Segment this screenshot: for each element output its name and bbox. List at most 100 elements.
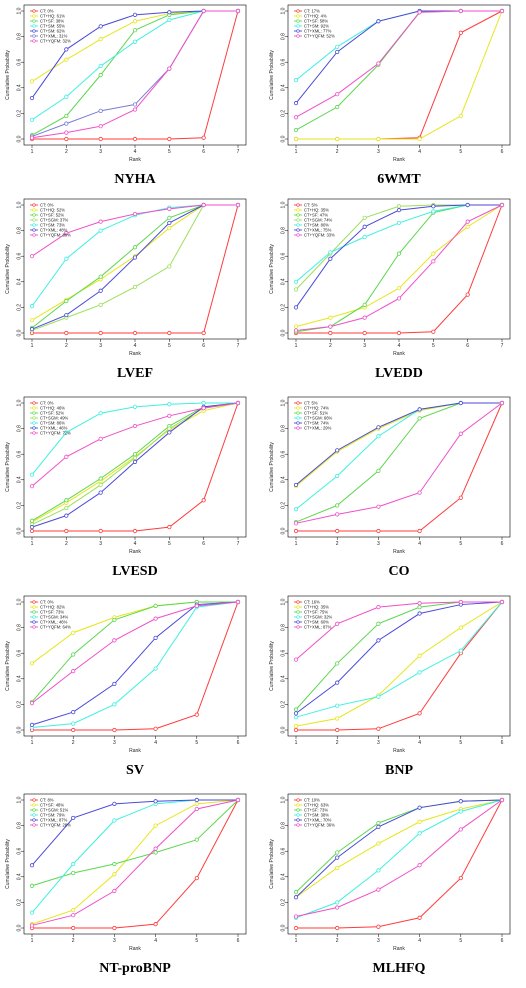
data-point xyxy=(335,473,340,479)
legend-marker xyxy=(32,610,36,614)
data-point xyxy=(335,680,340,685)
legend-marker xyxy=(296,19,300,23)
legend-marker xyxy=(32,24,36,28)
legend-label: CT+SM: 92% xyxy=(304,24,329,29)
data-point xyxy=(328,315,333,320)
data-point xyxy=(376,694,381,699)
data-point xyxy=(465,224,470,229)
x-tick-label: 6 xyxy=(237,938,240,944)
legend-label: CT+XML: 75% xyxy=(304,228,332,233)
data-point xyxy=(132,284,138,290)
data-point xyxy=(29,528,35,534)
legend-label: CT+SF: 47% xyxy=(304,213,328,218)
data-point xyxy=(71,709,76,715)
data-point xyxy=(293,328,299,333)
data-point xyxy=(293,115,299,120)
legend-label: CT+SGM: 32% xyxy=(304,615,333,620)
data-point xyxy=(335,905,340,910)
data-point xyxy=(98,288,103,293)
data-point xyxy=(293,890,299,895)
y-tick-label: 0.0 xyxy=(16,527,22,534)
series-line xyxy=(31,601,239,728)
data-point xyxy=(499,599,505,605)
legend-marker xyxy=(32,401,36,405)
legend-label: CT: 0% xyxy=(40,9,54,14)
legend-label: CT+XML: 29% xyxy=(304,426,332,431)
legend-marker xyxy=(296,411,300,415)
legend-label: CT+HQ: 82% xyxy=(40,605,65,610)
legend-marker xyxy=(296,615,300,619)
x-tick-label: 3 xyxy=(363,343,366,349)
x-axis-label: Rank xyxy=(129,946,141,952)
x-tick-label: 1 xyxy=(295,149,298,155)
legend-marker xyxy=(32,218,36,222)
x-tick-label: 3 xyxy=(377,740,380,746)
data-point xyxy=(167,220,172,226)
data-point xyxy=(396,208,402,213)
series-line xyxy=(31,799,239,887)
y-tick-label: 0.6 xyxy=(16,451,22,458)
legend-marker xyxy=(32,416,36,420)
data-point xyxy=(132,19,138,24)
x-tick-label: 5 xyxy=(459,541,462,547)
data-point xyxy=(71,870,76,876)
y-tick-label: 0.8 xyxy=(280,624,286,631)
data-point xyxy=(465,219,470,224)
legend-label: CT+XML: 46% xyxy=(40,620,68,625)
legend-marker xyxy=(32,411,36,415)
x-tick-label: 5 xyxy=(168,343,171,349)
data-point xyxy=(112,925,117,931)
data-point xyxy=(396,204,402,209)
data-point xyxy=(167,66,172,71)
legend-label: CT+HQ: 4% xyxy=(304,14,327,19)
legend-label: CT+XML: 87% xyxy=(304,625,332,630)
data-point xyxy=(335,528,340,534)
chart-panel-lvesd: 0.0 0.2 0.4 0.6 0.8 1.0 1 2 3 4 5 6 7 Rank Cumulative … xyxy=(5,396,247,579)
legend-label: CT: 0% xyxy=(40,401,54,406)
x-axis-label: Rank xyxy=(129,748,141,754)
data-point xyxy=(64,312,69,318)
data-point xyxy=(29,518,35,523)
data-point xyxy=(194,837,199,842)
data-point xyxy=(112,638,117,643)
panel-title: LVEF xyxy=(117,366,153,381)
series-line xyxy=(296,10,503,140)
data-point xyxy=(201,498,206,503)
panel-title: SV xyxy=(126,763,144,778)
legend-marker xyxy=(32,406,36,410)
data-point xyxy=(293,521,299,526)
data-point xyxy=(98,528,103,534)
y-tick-label: 0.2 xyxy=(16,304,22,311)
data-point xyxy=(167,525,172,530)
series-line xyxy=(31,799,238,866)
data-point xyxy=(98,108,103,113)
legend-marker xyxy=(296,24,300,28)
data-point xyxy=(194,712,199,717)
legend-marker xyxy=(296,401,300,405)
data-point xyxy=(153,922,158,927)
legend-marker xyxy=(296,605,300,609)
series-line xyxy=(295,799,503,917)
data-point xyxy=(194,806,199,812)
data-point xyxy=(417,819,422,824)
data-point xyxy=(112,888,117,893)
x-tick-label: 5 xyxy=(195,938,198,944)
data-point xyxy=(417,605,422,610)
data-point xyxy=(458,30,463,35)
legend-label: CT+SM: 74% xyxy=(304,421,329,426)
legend-marker xyxy=(32,39,36,43)
data-point xyxy=(376,19,381,24)
data-point xyxy=(396,220,402,226)
data-point xyxy=(417,601,422,606)
chart-panel-sv: 0.0 0.2 0.4 0.6 0.8 1.0 1 2 3 4 5 6 Rank Cumulative P… xyxy=(5,595,247,778)
data-point xyxy=(98,411,103,416)
legend-marker xyxy=(296,803,300,807)
x-tick-label: 1 xyxy=(31,938,34,944)
y-axis-label: Cumulative Probability xyxy=(5,839,11,889)
data-point xyxy=(194,801,199,806)
y-tick-label: 0.8 xyxy=(16,33,22,40)
data-point xyxy=(376,887,381,892)
data-point xyxy=(132,455,138,461)
y-tick-label: 0.4 xyxy=(280,476,286,483)
data-point xyxy=(167,136,172,142)
